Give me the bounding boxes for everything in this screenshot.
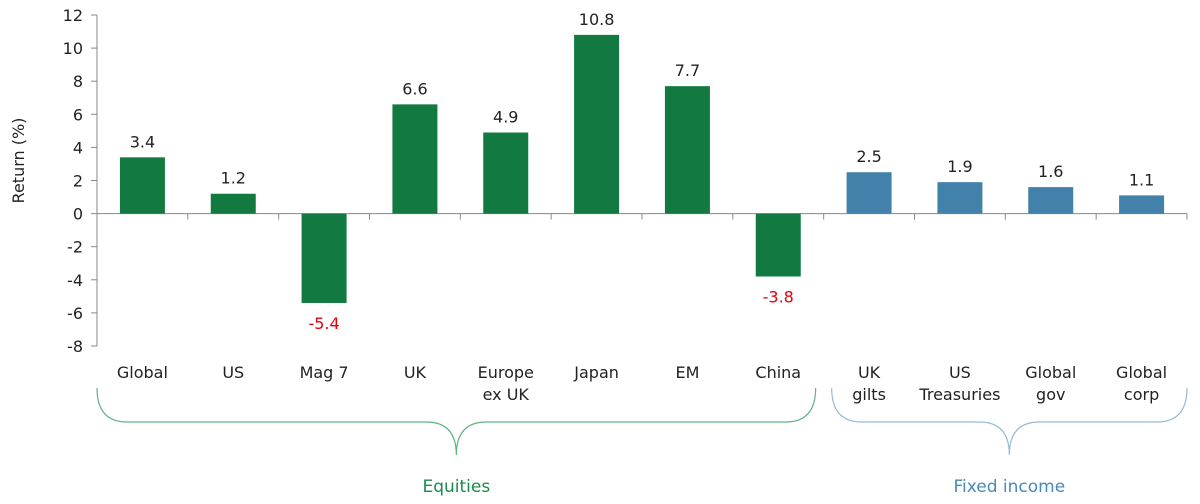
x-tick-label: EM: [675, 363, 699, 382]
data-label: 2.5: [856, 147, 881, 166]
bar-us-treasuries: [937, 182, 983, 214]
y-tick-label: 6: [73, 105, 83, 124]
y-tick-label: 12: [63, 6, 83, 25]
bar-global: [119, 157, 165, 214]
y-tick-label: -2: [67, 238, 83, 257]
data-label: 3.4: [130, 132, 155, 151]
x-tick-label: US: [949, 363, 971, 382]
data-label: 6.6: [402, 79, 427, 98]
x-tick-label: gov: [1036, 385, 1065, 404]
data-label: 10.8: [579, 10, 615, 29]
y-tick-label: 8: [73, 72, 83, 91]
x-tick-label: corp: [1124, 385, 1159, 404]
group-label: Fixed income: [953, 477, 1065, 497]
bar-global-corp: [1119, 195, 1165, 214]
x-tick-label: ex UK: [483, 385, 530, 404]
x-tick-label: Mag 7: [300, 363, 349, 382]
y-tick-label: -8: [67, 337, 83, 356]
bar-us: [210, 193, 256, 214]
data-label: 4.9: [493, 108, 518, 127]
bar-em: [664, 86, 710, 214]
y-axis-title: Return (%): [9, 118, 28, 204]
data-label: -5.4: [308, 314, 339, 333]
group-brace: [831, 387, 1188, 456]
x-tick-label: Global: [117, 363, 168, 382]
bar-global-gov: [1028, 187, 1074, 214]
y-tick-label: 0: [73, 205, 83, 224]
bar-europe-ex-uk: [483, 132, 529, 214]
data-label: 1.2: [221, 169, 246, 188]
y-tick-label: 10: [63, 39, 83, 58]
group-brace: [96, 387, 817, 456]
bar-japan: [574, 34, 620, 214]
y-tick-label: -4: [67, 271, 83, 290]
x-tick-label: Global: [1116, 363, 1167, 382]
bar-mag-7: [301, 213, 347, 303]
x-tick-label: China: [755, 363, 801, 382]
x-tick-label: US: [222, 363, 244, 382]
data-label: 1.1: [1129, 170, 1154, 189]
y-tick-label: 4: [73, 138, 83, 157]
x-tick-label: Global: [1025, 363, 1076, 382]
x-tick-label: Japan: [573, 363, 619, 382]
x-tick-label: UK: [404, 363, 427, 382]
group-label: Equities: [422, 477, 490, 497]
y-tick-label: -6: [67, 304, 83, 323]
x-tick-label: Treasuries: [918, 385, 1000, 404]
x-tick-label: UK: [858, 363, 881, 382]
bar-uk-gilts: [846, 172, 892, 214]
data-label: 7.7: [675, 61, 700, 80]
y-tick-label: 2: [73, 172, 83, 191]
data-label: -3.8: [763, 287, 794, 306]
x-tick-label: Europe: [478, 363, 534, 382]
data-label: 1.9: [947, 157, 972, 176]
bar-china: [755, 213, 801, 277]
x-tick-label: gilts: [852, 385, 886, 404]
bar-uk: [392, 104, 438, 214]
data-label: 1.6: [1038, 162, 1063, 181]
